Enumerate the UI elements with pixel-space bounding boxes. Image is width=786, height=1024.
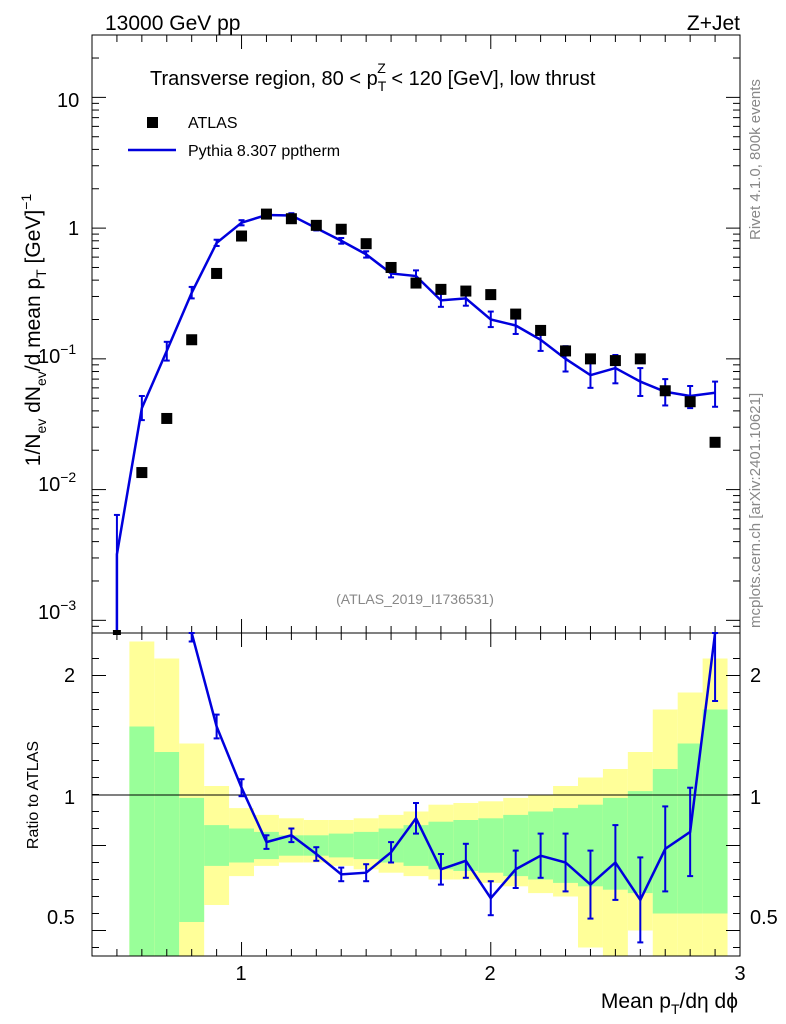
ylabel-rest: /d mean p (22, 278, 45, 371)
inner-band-bin (179, 797, 205, 922)
atlas-point (435, 283, 447, 295)
ratio-tick-right-1: 1 (750, 787, 761, 809)
inner-band-bin (328, 833, 354, 858)
y-tick-1e-2-exp: −2 (60, 469, 76, 485)
y-tick-label-10: 10 (57, 90, 79, 112)
y-axis-label-text: 1/Nev dNev/d mean pT [GeV]−1 (18, 194, 49, 467)
y-axis-label-ratio: Ratio to ATLAS (25, 741, 42, 849)
atlas-point (584, 353, 596, 365)
ylabel-unit: [GeV] (22, 210, 45, 270)
xlabel-rest: /dη dϕ (680, 990, 738, 1013)
legend-pythia-label: Pythia 8.307 pptherm (188, 143, 340, 160)
x-tick-label-2: 2 (484, 963, 495, 985)
pythia-series-ratio (188, 632, 719, 944)
ratio-tick-left-2: 2 (64, 665, 75, 687)
atlas-point-offscale (112, 630, 121, 635)
legend: ATLAS Pythia 8.307 pptherm (128, 115, 340, 160)
atlas-point (161, 412, 173, 424)
title-sup-Z: Z (377, 60, 386, 76)
plot-title: Transverse region, 80 < pTZ < 120 [GeV],… (150, 60, 596, 94)
inner-band-bin (154, 752, 180, 956)
legend-atlas-label: ATLAS (188, 115, 238, 132)
atlas-point (136, 467, 148, 479)
inner-band-bin (229, 828, 254, 863)
uncertainty-bands (129, 641, 728, 956)
atlas-point (236, 230, 248, 242)
atlas-point (260, 208, 272, 220)
y-tick-labels-main: 10 1 10−1 10−2 10−3 (38, 90, 79, 624)
atlas-point (560, 345, 572, 357)
y-tick-10-base: 10 (57, 90, 79, 112)
atlas-point (360, 238, 372, 250)
inner-band-bin (204, 825, 230, 866)
x-tick-labels: 1 2 3 (235, 963, 745, 985)
y-tick-label-1: 1 (68, 218, 79, 240)
axis-ticks (92, 34, 741, 956)
mcplots-label: mcplots.cern.ch [arXiv:2401.10621] (747, 393, 764, 628)
ratio-line (190, 632, 717, 903)
ratio-tick-left-0.5: 0.5 (47, 907, 75, 929)
atlas-point (535, 324, 547, 336)
process-label: Z+Jet (687, 12, 740, 35)
atlas-point (634, 353, 646, 365)
ylabel-sup: −1 (18, 194, 34, 210)
rivet-label: Rivet 4.1.0, 800k events (747, 79, 764, 240)
y-tick-label-1e-3: 10−3 (38, 597, 76, 624)
atlas-point (460, 285, 472, 297)
legend-atlas-marker (147, 117, 158, 128)
energy-label: 13000 GeV pp (105, 12, 240, 35)
x-axis-label: Mean pT/dη dϕ (601, 990, 738, 1017)
y-tick-labels-ratio: 2 1 0.5 2 1 0.5 (47, 665, 778, 929)
ylabel-mid: dN (22, 386, 45, 419)
atlas-point (186, 334, 198, 346)
ratio-tick-left-1: 1 (64, 787, 75, 809)
y-tick-label-1e-2: 10−2 (38, 469, 76, 496)
x-tick-label-1: 1 (235, 963, 246, 985)
ratio-tick-right-0.5: 0.5 (750, 907, 778, 929)
atlas-series-main (112, 208, 721, 635)
atlas-point (609, 355, 621, 367)
inner-band-bin (353, 831, 379, 860)
atlas-point (211, 267, 223, 279)
inner-band-bin (702, 709, 728, 914)
ylabel-sub-T: T (33, 269, 49, 278)
atlas-point (335, 223, 347, 235)
y-tick-1e-3-exp: −3 (60, 597, 76, 613)
analysis-label: (ATLAS_2019_I1736531) (336, 591, 494, 607)
atlas-point (285, 213, 297, 225)
title-sub-T: T (378, 78, 387, 94)
pythia-line (115, 213, 716, 633)
atlas-point (659, 385, 671, 397)
pythia-series-main (113, 211, 719, 634)
xlabel-sub-T: T (671, 1001, 680, 1017)
ylabel-sub-ev: ev (33, 419, 49, 434)
atlas-point (485, 289, 497, 301)
ylabel-sub-ev2: ev (33, 371, 49, 386)
atlas-point (510, 308, 522, 320)
inner-band-bin (478, 818, 504, 873)
atlas-point (385, 261, 397, 273)
y-axis-label-main: 1/Nev dNev/d mean pT [GeV]−1 (18, 194, 49, 467)
atlas-point (310, 219, 322, 231)
atlas-point (709, 436, 721, 448)
atlas-point (684, 396, 696, 408)
title-rest: < 120 [GeV], low thrust (386, 68, 596, 90)
x-tick-label-3: 3 (734, 963, 745, 985)
ratio-tick-right-2: 2 (750, 665, 761, 687)
atlas-point (410, 277, 422, 289)
inner-band-bin (129, 726, 155, 956)
y-tick-1e-1-exp: −1 (60, 341, 76, 357)
